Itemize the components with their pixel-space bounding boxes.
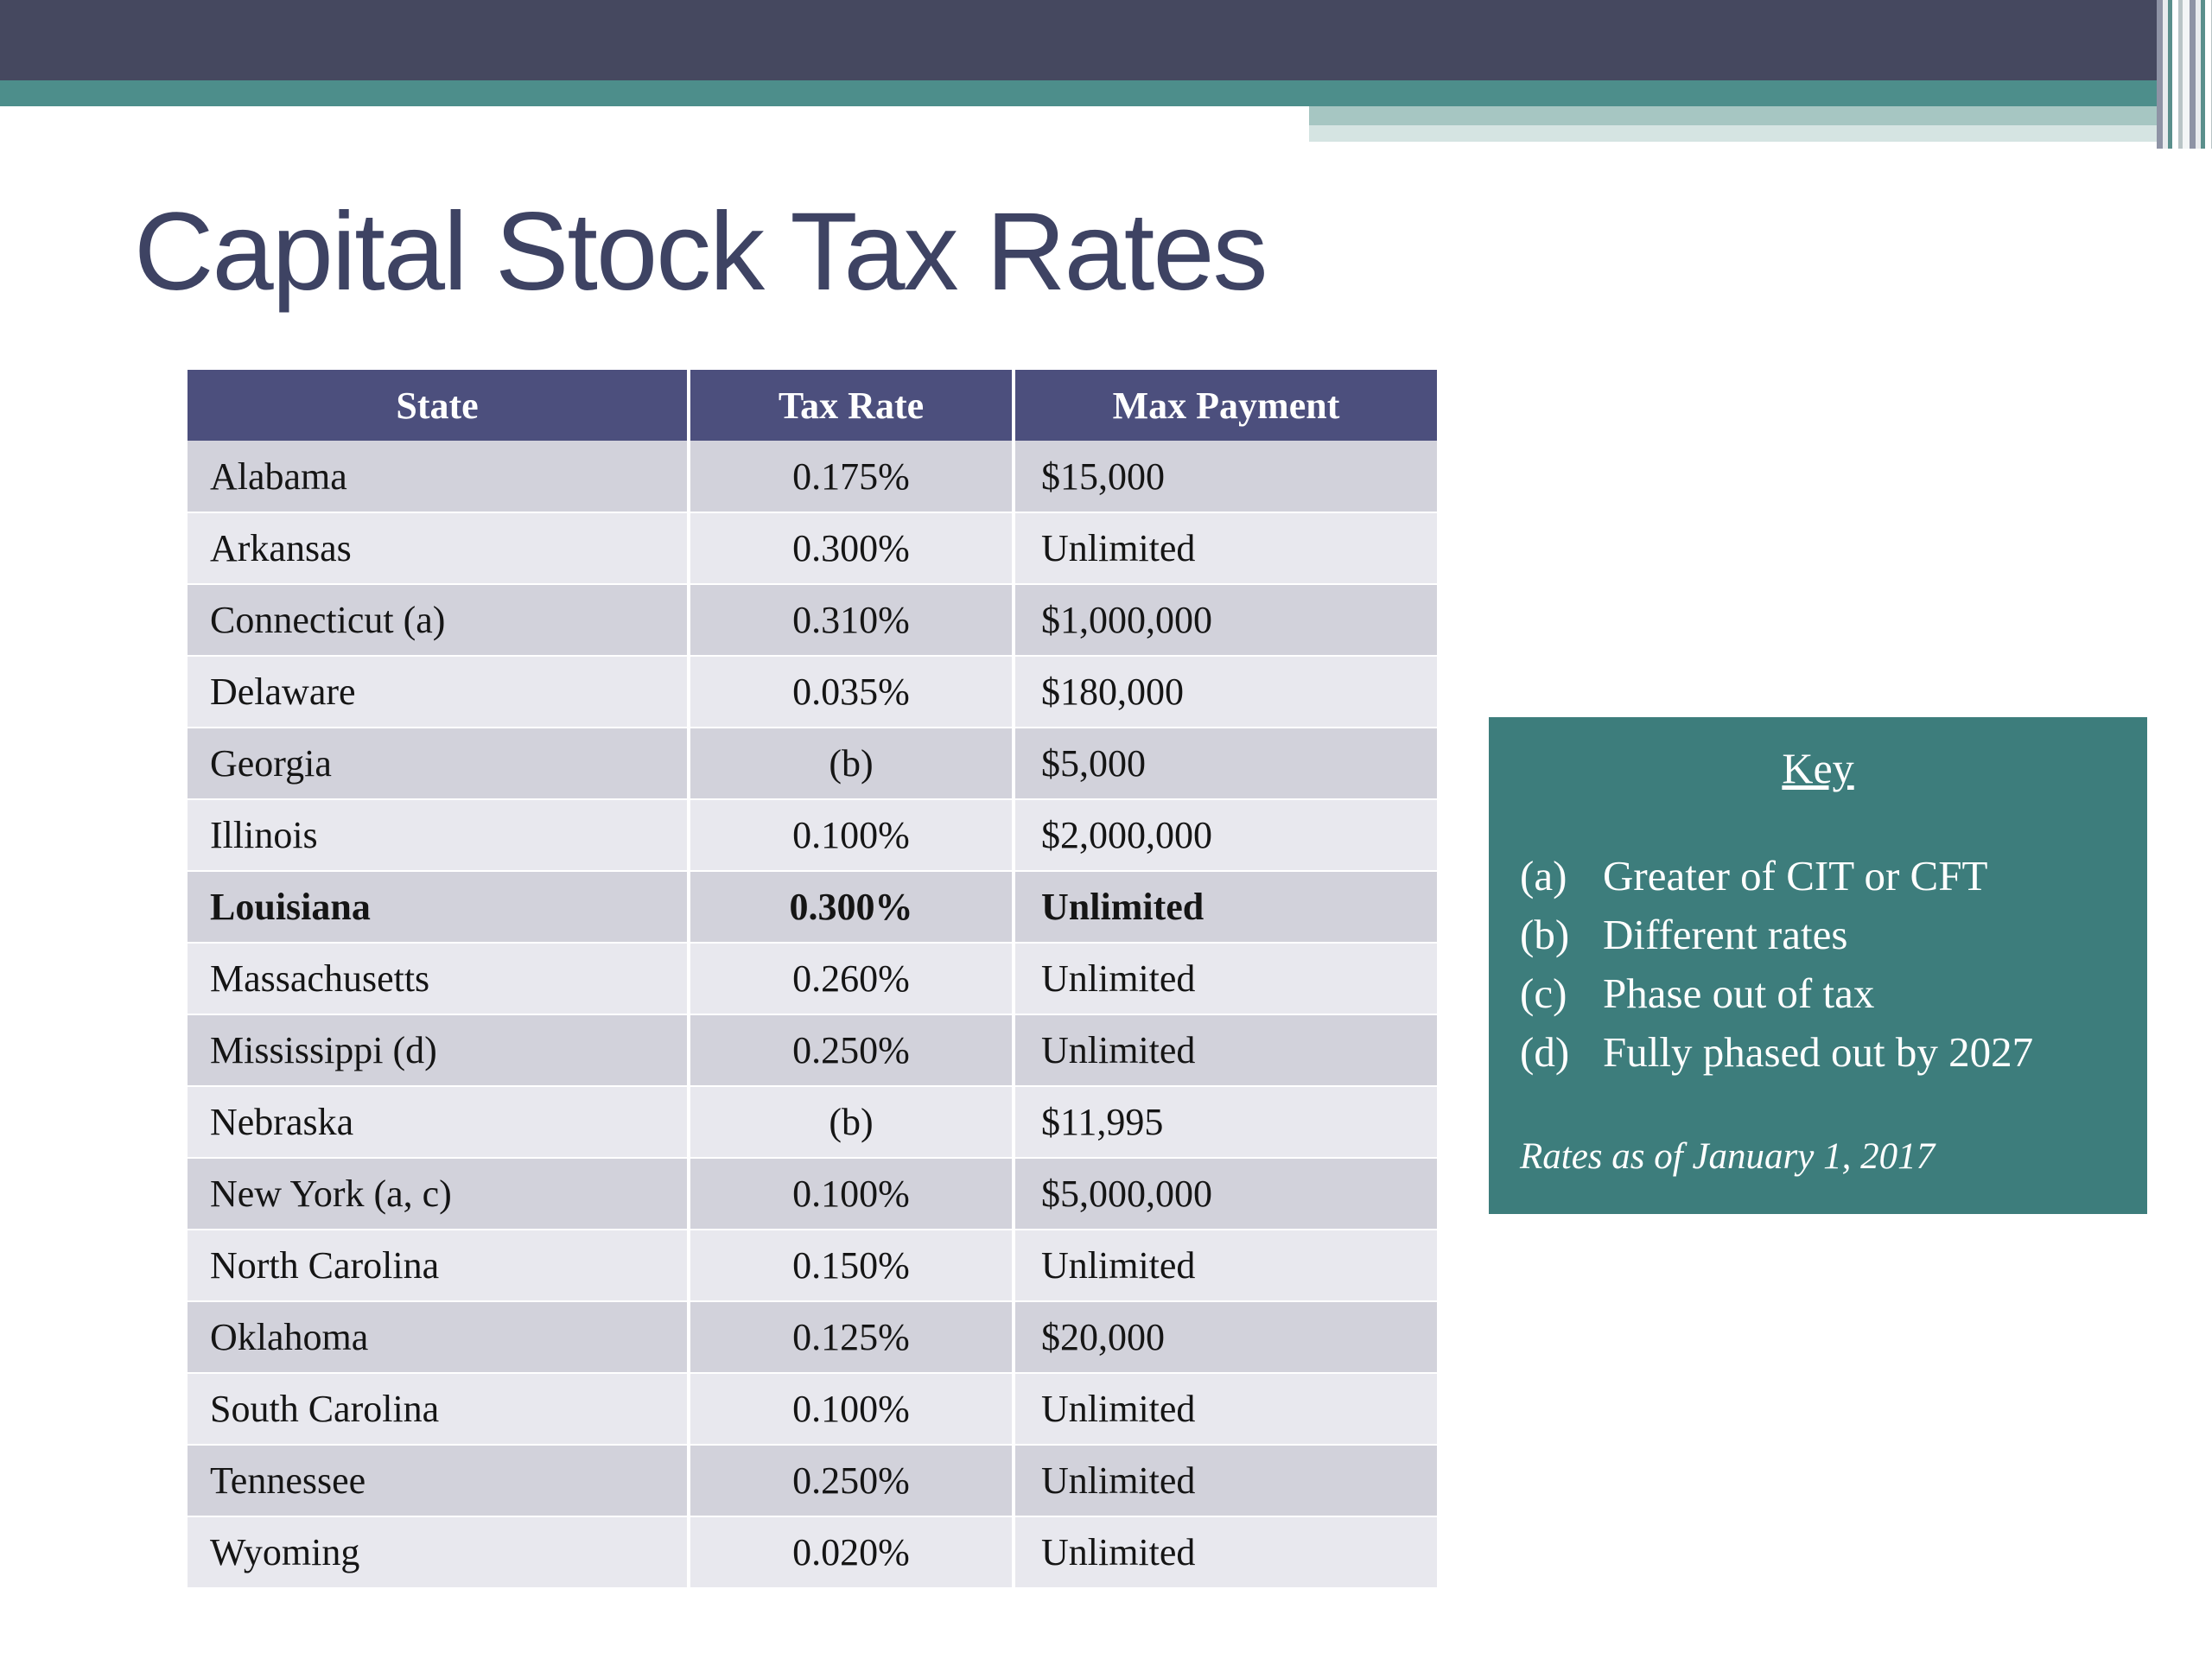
- table-row: Oklahoma 0.125% $20,000: [188, 1301, 1437, 1374]
- key-item-text: Fully phased out by 2027: [1603, 1028, 2034, 1076]
- light-teal-band: [1309, 106, 2212, 125]
- tax-rate-cell: 0.250%: [689, 1445, 1015, 1517]
- tax-rate-cell: 0.175%: [689, 441, 1015, 513]
- state-cell: Massachusetts: [188, 943, 690, 1015]
- tax-rate-cell: 0.150%: [689, 1230, 1015, 1302]
- table-row: North Carolina 0.150% Unlimited: [188, 1230, 1437, 1302]
- state-cell: Mississippi (d): [188, 1014, 690, 1087]
- table-body: Alabama 0.175% $15,000 Arkansas 0.300% Unlimi…: [188, 441, 1437, 1589]
- key-item-text: Greater of CIT or CFT: [1603, 852, 1988, 899]
- table-row: Mississippi (d) 0.250% Unlimited: [188, 1014, 1437, 1087]
- tax-rate-cell: 0.260%: [689, 943, 1015, 1015]
- max-payment-cell: Unlimited: [1014, 1373, 1437, 1446]
- table-row: Georgia (b) $5,000: [188, 728, 1437, 800]
- max-payment-cell: Unlimited: [1014, 1014, 1437, 1087]
- key-box-title: Key: [1782, 744, 1854, 792]
- key-item-text: Different rates: [1603, 911, 1848, 958]
- top-banner-bar: [0, 0, 2212, 80]
- tax-rate-cell: 0.020%: [689, 1516, 1015, 1589]
- max-payment-cell: $15,000: [1014, 441, 1437, 513]
- max-payment-cell: $11,995: [1014, 1086, 1437, 1159]
- state-cell: Georgia: [188, 728, 690, 800]
- tax-rate-cell: (b): [689, 728, 1015, 800]
- key-items: (a) Greater of CIT or CFT (b) Different rat…: [1520, 847, 2116, 1082]
- table-row: New York (a, c) 0.100% $5,000,000: [188, 1158, 1437, 1230]
- table-row: Connecticut (a) 0.310% $1,000,000: [188, 584, 1437, 657]
- max-payment-cell: $5,000: [1014, 728, 1437, 800]
- max-payment-cell: $20,000: [1014, 1301, 1437, 1374]
- max-payment-cell: Unlimited: [1014, 1445, 1437, 1517]
- table-row: South Carolina 0.100% Unlimited: [188, 1373, 1437, 1446]
- key-item: (d) Fully phased out by 2027: [1520, 1023, 2116, 1082]
- tax-rate-cell: (b): [689, 1086, 1015, 1159]
- max-payment-column-header: Max Payment: [1014, 370, 1437, 441]
- key-item-label: (c): [1520, 969, 1567, 1017]
- state-cell: North Carolina: [188, 1230, 690, 1302]
- state-cell: Delaware: [188, 656, 690, 728]
- key-item: (b) Different rates: [1520, 906, 2116, 964]
- table-row: Illinois 0.100% $2,000,000: [188, 799, 1437, 872]
- key-box-footnote: Rates as of January 1, 2017: [1520, 1136, 1936, 1177]
- pale-teal-band: [1309, 125, 2212, 142]
- state-cell: Oklahoma: [188, 1301, 690, 1374]
- table-row: Massachusetts 0.260% Unlimited: [188, 943, 1437, 1015]
- table-row: Tennessee 0.250% Unlimited: [188, 1445, 1437, 1517]
- table-row: Arkansas 0.300% Unlimited: [188, 512, 1437, 585]
- max-payment-cell: $180,000: [1014, 656, 1437, 728]
- tax-rate-cell: 0.250%: [689, 1014, 1015, 1087]
- table-header-row: State Tax Rate Max Payment: [188, 370, 1437, 441]
- state-cell: Illinois: [188, 799, 690, 872]
- max-payment-cell: $1,000,000: [1014, 584, 1437, 657]
- state-cell: Alabama: [188, 441, 690, 513]
- tax-rate-cell: 0.035%: [689, 656, 1015, 728]
- state-cell: South Carolina: [188, 1373, 690, 1446]
- tax-rate-cell: 0.100%: [689, 1158, 1015, 1230]
- tax-rate-cell: 0.100%: [689, 1373, 1015, 1446]
- table-row: Louisiana 0.300% Unlimited: [188, 871, 1437, 944]
- tax-rate-cell: 0.125%: [689, 1301, 1015, 1374]
- max-payment-cell: $5,000,000: [1014, 1158, 1437, 1230]
- table-row: Nebraska (b) $11,995: [188, 1086, 1437, 1159]
- decorative-corner-stripes: [2157, 0, 2212, 149]
- max-payment-cell: Unlimited: [1014, 943, 1437, 1015]
- key-item-label: (a): [1520, 852, 1567, 899]
- key-item-label: (d): [1520, 1028, 1570, 1076]
- state-cell: Arkansas: [188, 512, 690, 585]
- table-header: State Tax Rate Max Payment: [188, 370, 1437, 441]
- state-cell: New York (a, c): [188, 1158, 690, 1230]
- table-row: Wyoming 0.020% Unlimited: [188, 1516, 1437, 1589]
- max-payment-cell: Unlimited: [1014, 871, 1437, 944]
- key-item-label: (b): [1520, 911, 1570, 958]
- max-payment-cell: Unlimited: [1014, 1230, 1437, 1302]
- state-cell: Tennessee: [188, 1445, 690, 1517]
- state-cell: Wyoming: [188, 1516, 690, 1589]
- key-item: (a) Greater of CIT or CFT: [1520, 847, 2116, 906]
- key-item: (c) Phase out of tax: [1520, 964, 2116, 1023]
- teal-accent-stripe: [0, 80, 2212, 106]
- capital-stock-tax-table: State Tax Rate Max Payment Alabama 0.175%…: [188, 370, 1437, 1589]
- max-payment-cell: Unlimited: [1014, 512, 1437, 585]
- tax-rate-cell: 0.310%: [689, 584, 1015, 657]
- key-box: Key (a) Greater of CIT or CFT (b) Different…: [1489, 717, 2147, 1214]
- state-cell: Nebraska: [188, 1086, 690, 1159]
- table-row: Delaware 0.035% $180,000: [188, 656, 1437, 728]
- key-item-text: Phase out of tax: [1603, 969, 1875, 1017]
- tax-rate-column-header: Tax Rate: [689, 370, 1015, 441]
- max-payment-cell: Unlimited: [1014, 1516, 1437, 1589]
- state-cell: Connecticut (a): [188, 584, 690, 657]
- tax-rate-cell: 0.300%: [689, 512, 1015, 585]
- state-cell: Louisiana: [188, 871, 690, 944]
- max-payment-cell: $2,000,000: [1014, 799, 1437, 872]
- state-column-header: State: [188, 370, 690, 441]
- page-title: Capital Stock Tax Rates: [134, 190, 1268, 314]
- tax-rate-cell: 0.100%: [689, 799, 1015, 872]
- table-row: Alabama 0.175% $15,000: [188, 441, 1437, 513]
- tax-rate-cell: 0.300%: [689, 871, 1015, 944]
